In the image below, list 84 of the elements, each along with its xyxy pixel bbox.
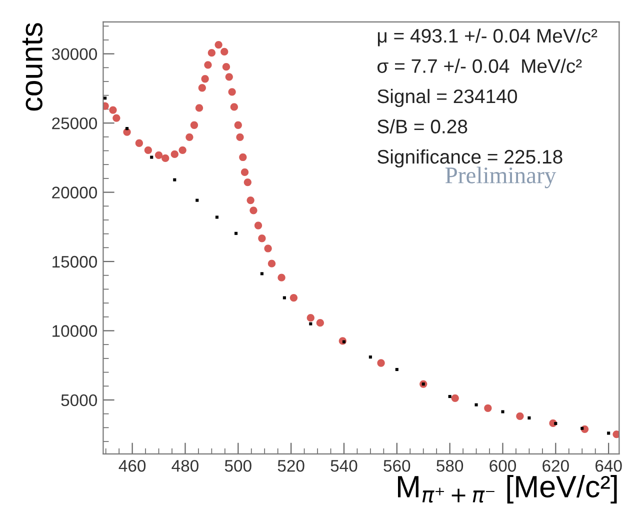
point [607,432,610,435]
annotation: S/B = 0.28 [378,119,468,134]
point [170,150,178,158]
y-tick-label: 5000 [61,394,97,406]
x-axis-title: M$_{π⁺+π⁻}$ [MeV/c²] [398,475,617,504]
point [316,319,324,327]
point [222,63,230,71]
point [214,40,222,49]
point [125,127,129,130]
annotation: μ = 493.1 +/- 0.04 MeV/c² [378,28,598,46]
y-tick-label: 10000 [52,325,97,337]
y-tick-label: 20000 [52,186,97,198]
point [268,260,276,268]
annotation: Signal = 234140 [378,88,517,108]
point [484,404,492,412]
point [580,426,584,430]
point [135,139,143,147]
point [309,322,312,326]
y-tick-label: 30000 [52,48,97,60]
annotation: Preliminary [445,166,556,188]
x-tick-label: 540 [330,460,358,472]
point [234,232,238,235]
point [112,114,120,122]
point [173,178,176,182]
point [236,133,244,141]
point [260,272,264,276]
x-tick-label: 640 [596,460,622,472]
x-tick-label: 580 [436,460,464,472]
point [190,121,198,129]
x-tick-label: 520 [278,460,304,472]
x-tick-label: 500 [224,460,252,472]
point [501,410,504,414]
point [228,88,236,96]
point [178,146,186,154]
point [104,96,107,100]
x-tick-label: 480 [172,460,198,472]
point [201,75,209,83]
point [290,294,298,302]
point [234,121,242,129]
y-tick-label: 25000 [52,117,97,130]
point [150,156,154,159]
point [154,151,163,159]
point [448,394,452,398]
point [144,146,152,154]
y-tick-label: 15000 [52,256,97,268]
point [250,206,258,214]
point [451,394,459,402]
point [554,422,558,426]
point [196,198,199,202]
annotation: σ = 7.7 +/- 0.04 MeV/c² [377,58,582,73]
point [204,61,212,69]
point [528,416,531,420]
point [474,403,478,406]
x-tick-label: 460 [118,460,146,472]
point [368,356,372,359]
point [215,216,218,219]
point [246,196,254,204]
point [377,359,385,367]
point [230,103,238,111]
point [612,430,620,438]
x-tick-label: 620 [542,460,569,472]
point [208,49,216,57]
point [162,154,170,162]
point [109,106,117,114]
x-tick-label: 560 [384,460,410,472]
point [225,73,233,81]
point [258,234,266,242]
point [306,314,314,322]
point [240,168,249,176]
point [264,244,272,252]
y-axis-title: counts [22,23,42,111]
point [186,133,194,141]
point [282,296,286,300]
point [244,178,252,186]
point [516,412,524,420]
point [198,84,206,92]
point [239,153,247,162]
point [254,222,262,230]
point [278,274,286,282]
annotation: Significance = 225.18 [378,149,562,168]
x-tick-label: 600 [490,460,516,472]
point [395,368,398,372]
point [195,104,204,112]
point [220,48,228,56]
